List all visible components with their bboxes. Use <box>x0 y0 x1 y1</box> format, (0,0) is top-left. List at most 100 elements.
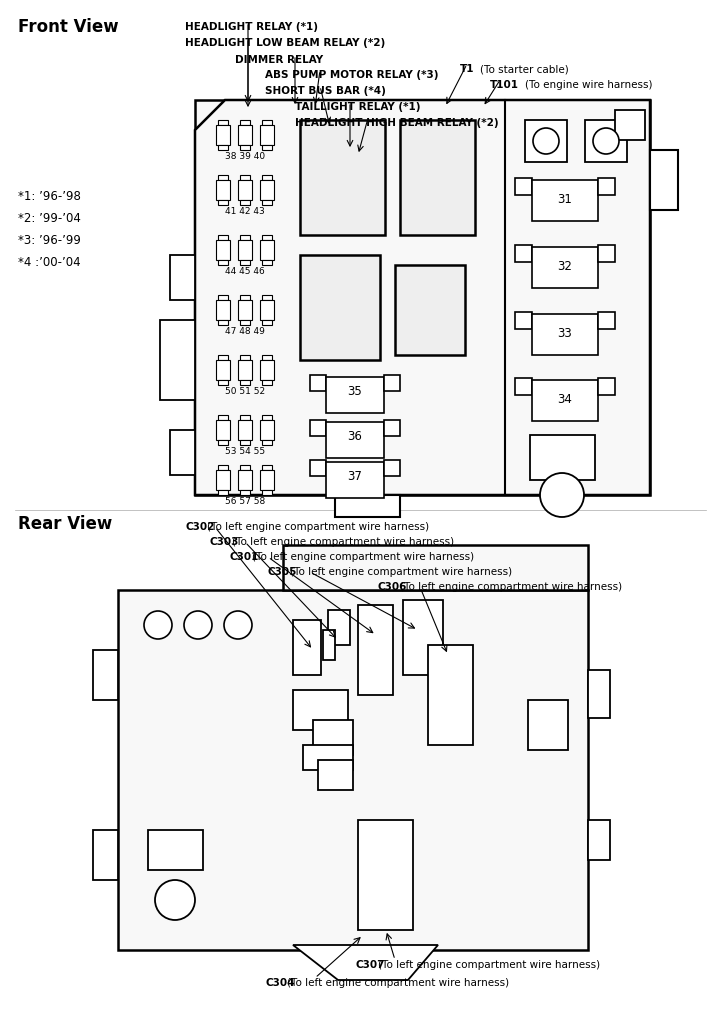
Bar <box>218 234 228 240</box>
Bar <box>218 380 228 385</box>
Bar <box>326 462 384 498</box>
Bar <box>218 175 228 180</box>
Text: T1: T1 <box>460 63 474 74</box>
Bar <box>532 180 598 221</box>
Text: 44 45 46: 44 45 46 <box>225 267 265 276</box>
Bar <box>218 295 228 300</box>
Bar <box>238 300 252 319</box>
Bar <box>216 300 230 319</box>
Bar <box>326 377 384 413</box>
Bar <box>588 820 610 860</box>
Bar <box>403 600 443 675</box>
Bar <box>238 180 252 200</box>
Bar <box>148 830 203 870</box>
Bar <box>216 420 230 440</box>
Text: (To left engine compartment wire harness): (To left engine compartment wire harness… <box>378 961 600 970</box>
Bar <box>218 355 228 360</box>
Text: C301: C301 <box>230 552 260 562</box>
Bar <box>240 175 250 180</box>
Bar <box>326 422 384 458</box>
Bar <box>262 319 272 325</box>
Text: 32: 32 <box>557 260 572 273</box>
Text: *3: ’96-’99: *3: ’96-’99 <box>18 234 81 247</box>
Bar <box>515 312 532 329</box>
Bar <box>216 470 230 490</box>
Text: T101: T101 <box>490 80 519 90</box>
Bar <box>218 465 228 470</box>
Bar <box>532 247 598 288</box>
Bar <box>216 240 230 260</box>
Text: TAILLIGHT RELAY (*1): TAILLIGHT RELAY (*1) <box>295 102 420 112</box>
Text: 41 42 43: 41 42 43 <box>225 207 265 216</box>
Bar <box>300 255 380 360</box>
Bar <box>93 830 118 880</box>
Text: HEADLIGHT LOW BEAM RELAY (*2): HEADLIGHT LOW BEAM RELAY (*2) <box>185 38 385 48</box>
Bar <box>293 620 321 675</box>
Bar <box>218 319 228 325</box>
Bar <box>260 420 274 440</box>
Bar <box>262 260 272 265</box>
Text: *2: ’99-’04: *2: ’99-’04 <box>18 212 81 225</box>
Polygon shape <box>195 100 650 495</box>
Bar <box>238 125 252 145</box>
Text: C303: C303 <box>210 537 239 547</box>
Bar <box>532 314 598 355</box>
Bar <box>300 120 385 234</box>
Bar <box>310 460 326 476</box>
Bar <box>218 200 228 205</box>
Bar <box>400 120 475 234</box>
Bar <box>395 265 465 355</box>
Bar <box>218 440 228 445</box>
Polygon shape <box>293 945 438 980</box>
Text: (To left engine compartment wire harness): (To left engine compartment wire harness… <box>290 567 512 577</box>
Bar <box>262 440 272 445</box>
Bar <box>515 178 532 195</box>
Circle shape <box>224 611 252 639</box>
Bar <box>598 178 615 195</box>
Bar <box>170 430 195 475</box>
Bar <box>240 295 250 300</box>
Text: HEADLIGHT RELAY (*1): HEADLIGHT RELAY (*1) <box>185 22 318 32</box>
Bar <box>598 378 615 395</box>
Bar <box>240 200 250 205</box>
Bar <box>328 610 350 645</box>
Bar <box>598 312 615 329</box>
Text: C305: C305 <box>268 567 297 577</box>
Bar <box>323 630 335 660</box>
Bar <box>260 180 274 200</box>
Bar <box>650 150 678 210</box>
Text: *4 :’00-’04: *4 :’00-’04 <box>18 256 81 269</box>
Bar <box>358 605 393 695</box>
Text: (To left engine compartment wire harness): (To left engine compartment wire harness… <box>207 522 429 532</box>
Text: (To left engine compartment wire harness): (To left engine compartment wire harness… <box>232 537 454 547</box>
Circle shape <box>184 611 212 639</box>
Bar <box>428 645 473 745</box>
Bar <box>240 380 250 385</box>
Text: SHORT BUS BAR (*4): SHORT BUS BAR (*4) <box>265 86 386 96</box>
Circle shape <box>144 611 172 639</box>
Bar <box>313 720 353 755</box>
Bar <box>318 760 353 790</box>
Bar <box>262 355 272 360</box>
Bar <box>218 415 228 420</box>
Text: 50 51 52: 50 51 52 <box>225 387 265 396</box>
Bar <box>303 745 353 770</box>
Bar <box>262 234 272 240</box>
Text: 38 39 40: 38 39 40 <box>225 152 265 161</box>
Text: 35: 35 <box>348 385 363 398</box>
Bar <box>118 590 588 950</box>
Bar <box>216 180 230 200</box>
Circle shape <box>533 128 559 154</box>
Bar <box>218 145 228 150</box>
Text: C302: C302 <box>185 522 214 532</box>
Bar <box>240 120 250 125</box>
Bar <box>262 490 272 495</box>
Bar <box>530 435 595 480</box>
Bar <box>240 465 250 470</box>
Bar <box>532 380 598 421</box>
Bar <box>238 470 252 490</box>
Bar <box>240 145 250 150</box>
Bar <box>585 120 627 162</box>
Bar <box>240 440 250 445</box>
Bar <box>262 200 272 205</box>
